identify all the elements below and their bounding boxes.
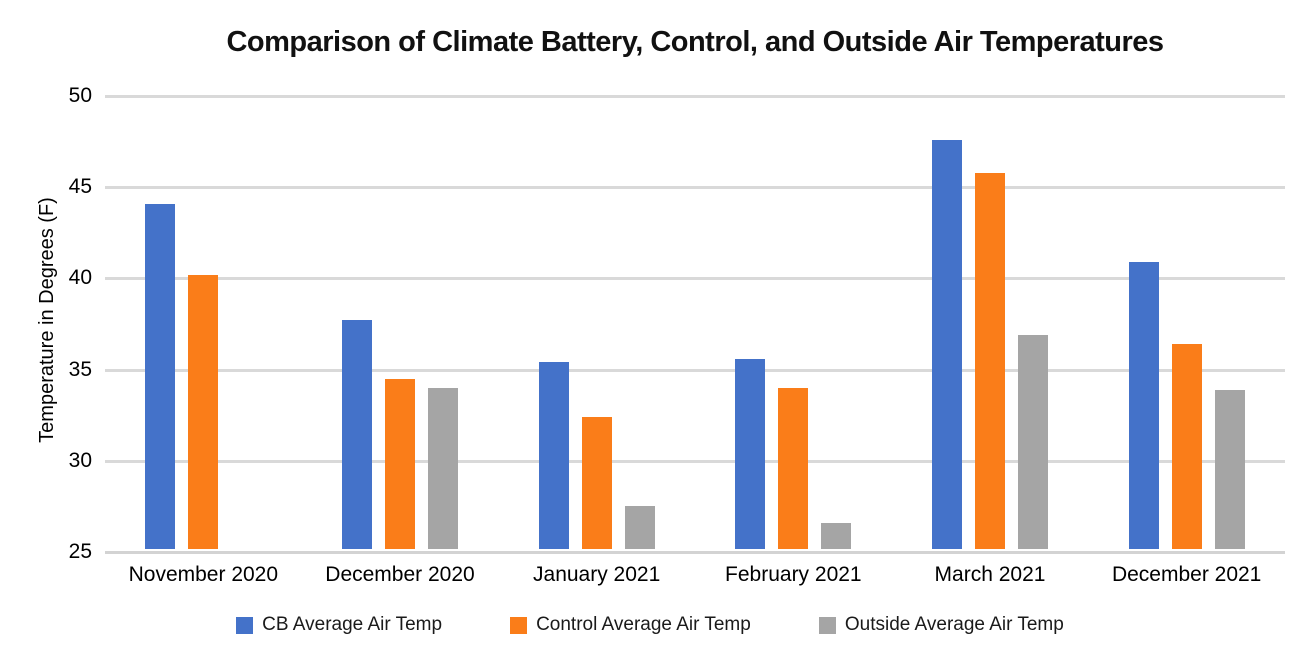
x-label-december-2020: December 2020 (325, 563, 475, 586)
y-tick-label-50: 50 (68, 84, 92, 107)
bar-cb-march-2021 (932, 139, 962, 549)
bar-control-february-2021 (778, 387, 809, 549)
bar-outside-february-2021 (821, 522, 852, 549)
gridline-30 (105, 459, 1285, 463)
bar-outside-december-2020 (428, 387, 458, 549)
x-label-january-2021: January 2021 (533, 563, 661, 586)
gridline-45 (105, 186, 1285, 190)
legend-swatch-icon (236, 616, 254, 634)
bar-outside-december-2021 (1214, 389, 1245, 549)
legend-label: Outside Average Air Temp (844, 614, 1064, 635)
plot-area (105, 95, 1285, 554)
gridline-50 (105, 95, 1285, 98)
bar-cb-december-2021 (1128, 261, 1159, 549)
bar-cb-december-2020 (342, 320, 372, 549)
y-tick-label-35: 35 (68, 357, 92, 381)
x-label-november-2020: November 2020 (128, 563, 279, 586)
legend-swatch-icon (818, 616, 836, 634)
bar-cb-february-2021 (735, 358, 766, 549)
bar-control-december-2021 (1171, 344, 1202, 549)
bar-control-december-2020 (385, 378, 415, 549)
legend-label: Control Average Air Temp (536, 614, 751, 635)
legend-item-control: Control Average Air Temp (510, 614, 751, 636)
bar-control-november-2020 (188, 274, 219, 549)
bar-cb-november-2020 (145, 203, 176, 549)
bar-outside-january-2021 (624, 506, 655, 549)
legend-item-cb: CB Average Air Temp (236, 614, 442, 636)
y-tick-label-25: 25 (68, 540, 92, 563)
legend-item-outside: Outside Average Air Temp (818, 614, 1064, 636)
chart-title: Comparison of Climate Battery, Control, … (226, 26, 1164, 58)
gridline-40 (105, 277, 1285, 281)
y-axis-title-text: Temperature in Degrees (F) (36, 197, 58, 443)
y-tick-label-45: 45 (68, 175, 92, 199)
y-tick-label-40: 40 (68, 266, 92, 290)
legend-swatch-icon (510, 616, 528, 634)
gridline-35 (105, 368, 1285, 372)
gridline-25 (105, 551, 1285, 554)
x-label-march-2021: March 2021 (934, 563, 1046, 586)
x-label-december-2021: December 2021 (1111, 563, 1262, 586)
bar-outside-march-2021 (1018, 334, 1048, 549)
legend: CB Average Air Temp Control Average Air T… (0, 614, 1300, 636)
legend-label: CB Average Air Temp (262, 614, 443, 635)
y-tick-label-30: 30 (68, 448, 92, 472)
x-label-february-2021: February 2021 (725, 563, 862, 586)
bar-control-march-2021 (975, 172, 1005, 549)
bar-control-january-2021 (581, 417, 612, 549)
bar-cb-january-2021 (538, 362, 569, 549)
